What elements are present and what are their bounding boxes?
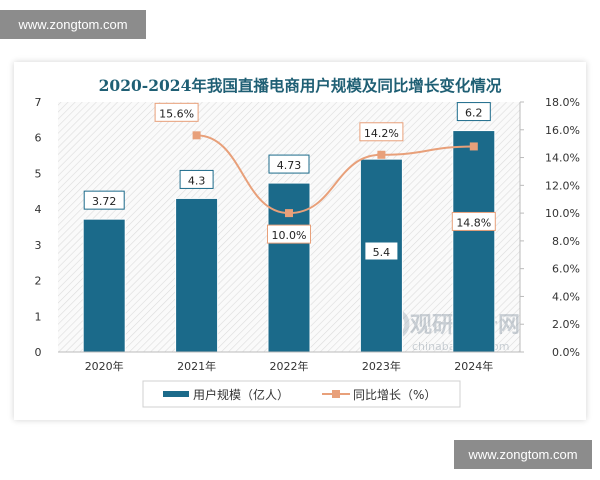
line-label-box <box>451 211 496 231</box>
bar <box>82 218 126 353</box>
line-data-label: 15.6% <box>159 107 194 120</box>
y-left-tick-label: 6 <box>35 132 42 145</box>
line-marker <box>469 142 478 151</box>
legend-line-marker <box>332 390 340 398</box>
line-data-label: 10.0% <box>272 229 307 242</box>
bar-label-box <box>268 154 310 174</box>
line-label-box <box>267 224 311 244</box>
bar-label-box <box>456 102 491 122</box>
x-tick-label: 2021年 <box>177 359 216 373</box>
y-right-tick-label: 4.0% <box>552 290 580 303</box>
bar-label-box <box>83 190 125 210</box>
y-left-tick-label: 2 <box>35 275 42 288</box>
chart-title: 2020-2024年我国直播电商用户规模及同比增长变化情况 <box>99 76 502 95</box>
bar <box>175 197 219 353</box>
y-right-tick-label: 14.0% <box>545 152 580 165</box>
bar-data-label: 4.3 <box>188 174 206 187</box>
line-marker <box>285 209 293 218</box>
growth-line <box>196 134 474 215</box>
y-right-tick-label: 2.0% <box>552 318 580 331</box>
watermark-bottom: www.zongtom.com <box>454 440 592 469</box>
x-tick-label: 2023年 <box>362 359 401 373</box>
bar <box>452 130 496 353</box>
y-right-tick-label: 10.0% <box>545 207 580 220</box>
y-left-tick-label: 0 <box>35 346 42 359</box>
x-tick-label: 2024年 <box>454 359 493 373</box>
bar-data-label: 3.72 <box>92 195 117 208</box>
line-data-label: 14.8% <box>456 216 491 229</box>
y-right-tick-label: 18.0% <box>545 96 580 109</box>
y-right-tick-label: 8.0% <box>552 235 580 248</box>
watermark-top: www.zongtom.com <box>0 10 146 39</box>
y-left-tick-label: 3 <box>35 239 42 252</box>
bar <box>267 182 311 353</box>
y-left-tick-label: 4 <box>35 203 42 216</box>
line-marker <box>192 131 201 140</box>
legend-label-bar: 用户规模（亿人） <box>193 387 289 402</box>
legend-label-line: 同比增长（%） <box>353 388 436 402</box>
y-left-tick-label: 1 <box>35 310 42 323</box>
legend: 用户规模（亿人） 同比增长（%） <box>142 380 461 408</box>
y-right-tick-label: 12.0% <box>545 179 580 192</box>
line-data-label: 14.2% <box>364 127 399 140</box>
x-tick-label: 2022年 <box>270 359 309 373</box>
line-label-box <box>359 122 404 142</box>
y-right-tick-label: 16.0% <box>545 124 580 137</box>
bar-data-label: 6.2 <box>465 107 483 120</box>
x-tick-label: 2020年 <box>85 359 124 373</box>
y-right-tick-label: 6.0% <box>552 263 580 276</box>
bar-label-box <box>364 241 399 261</box>
line-label-box <box>154 102 199 122</box>
bar-data-label: 4.73 <box>277 159 302 172</box>
y-left-tick-label: 7 <box>35 96 42 109</box>
bar-label-box <box>179 169 214 189</box>
y-right-tick-label: 0.0% <box>552 346 580 359</box>
line-marker <box>377 150 386 159</box>
bar-data-label: 5.4 <box>373 246 391 259</box>
legend-bar-swatch <box>163 391 189 397</box>
y-left-tick-label: 5 <box>35 167 42 180</box>
